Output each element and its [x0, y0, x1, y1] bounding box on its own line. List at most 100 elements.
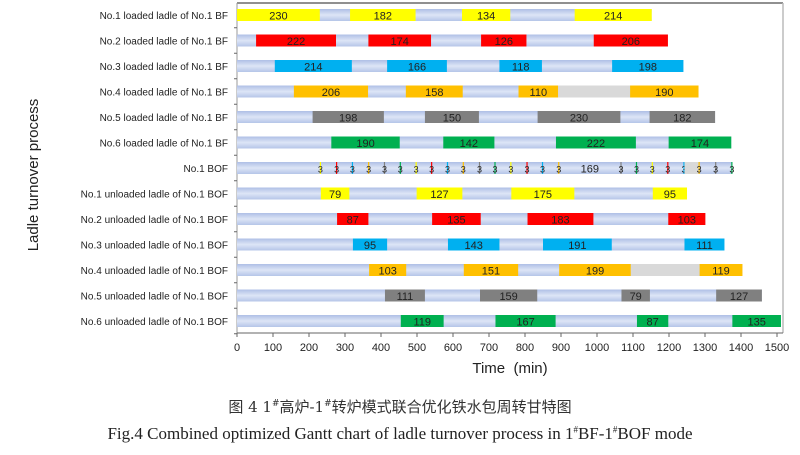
- task-label: 127: [430, 189, 448, 201]
- x-tick-label: 1300: [693, 342, 717, 354]
- task-bar: [384, 289, 425, 302]
- task-bar: [416, 187, 463, 200]
- task-bar: [350, 9, 416, 21]
- row-label: No.1 unloaded ladle of No.1 BOF: [81, 190, 228, 201]
- task-bar: [558, 162, 560, 174]
- caption-cn-sup: #: [324, 399, 332, 409]
- task-bar: [383, 162, 386, 174]
- task-bar: [667, 162, 669, 174]
- task-bar: [511, 187, 575, 200]
- task-label: 3: [350, 165, 355, 175]
- task-label: 3: [650, 165, 655, 175]
- task-bar: [699, 264, 743, 276]
- task-label: 143: [465, 240, 483, 252]
- task-label: 190: [655, 87, 673, 99]
- task-label: 3: [556, 165, 561, 175]
- task-label: 135: [747, 317, 765, 329]
- task-label: 87: [347, 215, 359, 227]
- x-tick-label: 1000: [585, 342, 609, 354]
- task-bar: [668, 136, 732, 149]
- task-label: 198: [639, 62, 657, 74]
- x-tick-label: 1100: [621, 342, 645, 354]
- task-bar: [478, 162, 481, 174]
- task-label: 3: [540, 165, 545, 175]
- x-tick-label: 800: [516, 342, 534, 354]
- x-tick-label: 700: [480, 342, 498, 354]
- task-bar: [716, 289, 762, 302]
- task-label: 135: [447, 215, 465, 227]
- task-bar: [683, 162, 685, 174]
- task-bar: [415, 162, 417, 174]
- row-label: No.2 loaded ladle of No.1 BF: [100, 37, 228, 48]
- task-bar: [400, 315, 444, 327]
- task-label: 3: [429, 165, 434, 175]
- task-bar: [574, 9, 652, 21]
- task-bar: [368, 162, 370, 174]
- x-tick-label: 1500: [765, 342, 789, 354]
- task-label: 3: [366, 165, 371, 175]
- gantt-row: No.1 BOF 3 3 3 3 3 3 3 3 3 3 3 3 3 3 3 3 169 3 3 3 3 3 3 3 3: [184, 162, 734, 182]
- row-label: No.6 unloaded ladle of No.1 BOF: [81, 317, 228, 328]
- gantt-row: No.2 unloaded ladle of No.1 BOF 87 135 183 1…: [81, 213, 706, 233]
- x-tick-label: 400: [372, 342, 390, 354]
- row-label: No.4 unloaded ladle of No.1 BOF: [81, 266, 228, 277]
- task-bar: [558, 85, 631, 98]
- task-bar: [312, 111, 384, 123]
- x-tick-label: 1200: [657, 342, 681, 354]
- task-bar: [447, 238, 500, 251]
- task-label: 150: [443, 113, 461, 125]
- caption-cn-sup: #: [271, 399, 280, 409]
- task-label: 166: [408, 62, 426, 74]
- task-bar: [649, 111, 716, 123]
- task-bar: [732, 315, 781, 327]
- caption-en-sup: #: [573, 424, 578, 435]
- task-bar: [715, 162, 717, 174]
- task-bar: [684, 238, 725, 251]
- task-label: 95: [364, 240, 376, 252]
- task-bar: [387, 60, 447, 72]
- task-label: 3: [318, 165, 323, 175]
- task-bar: [543, 238, 612, 251]
- task-bar: [369, 264, 407, 276]
- task-label: 3: [508, 165, 513, 175]
- task-bar: [621, 289, 650, 302]
- caption-cn-text: 转炉模式联合优化铁水包周转甘特图: [331, 398, 572, 416]
- task-bar: [630, 264, 700, 276]
- task-bar: [499, 60, 542, 72]
- row-label: No.1 BOF: [184, 164, 228, 175]
- task-bar: [446, 162, 449, 174]
- task-bar: [559, 264, 631, 276]
- task-label: 230: [269, 11, 287, 23]
- gantt-chart: No.1 loaded ladle of No.1 BF 230 182 134 214…: [25, 2, 789, 377]
- gantt-row: No.3 unloaded ladle of No.1 BOF 95 143 191 1…: [81, 238, 725, 258]
- task-label: 110: [530, 87, 548, 99]
- task-label: 3: [681, 165, 686, 175]
- task-label: 3: [461, 165, 466, 175]
- task-label: 199: [586, 266, 604, 278]
- row-label: No.6 loaded ladle of No.1 BF: [100, 139, 228, 150]
- gantt-row: No.1 unloaded ladle of No.1 BOF 79 127 175 9…: [81, 187, 687, 207]
- row-label: No.5 loaded ladle of No.1 BF: [100, 113, 228, 124]
- task-bar: [731, 162, 733, 174]
- gantt-row: No.4 unloaded ladle of No.1 BOF 103 151 199…: [81, 264, 743, 284]
- task-label: 111: [397, 291, 414, 303]
- task-label: 103: [378, 266, 396, 278]
- x-tick-label: 900: [552, 342, 570, 354]
- x-tick-label: 0: [234, 342, 240, 354]
- x-axis-label: Time (min): [472, 360, 547, 377]
- task-bar: [537, 111, 621, 123]
- task-bar: [636, 315, 669, 327]
- task-label: 87: [646, 317, 658, 329]
- task-label: 182: [374, 11, 392, 23]
- caption-english: Fig.4 Combined optimized Gantt chart of …: [0, 424, 800, 444]
- task-label: 3: [414, 165, 419, 175]
- task-label: 151: [482, 266, 500, 278]
- task-label: 126: [495, 36, 513, 48]
- task-bar: [399, 162, 401, 174]
- x-tick-label: 500: [408, 342, 426, 354]
- task-bar: [518, 85, 559, 98]
- task-label: 3: [445, 165, 450, 175]
- task-bar: [612, 60, 684, 72]
- row-label: No.3 loaded ladle of No.1 BF: [100, 62, 228, 73]
- task-bar: [462, 162, 464, 174]
